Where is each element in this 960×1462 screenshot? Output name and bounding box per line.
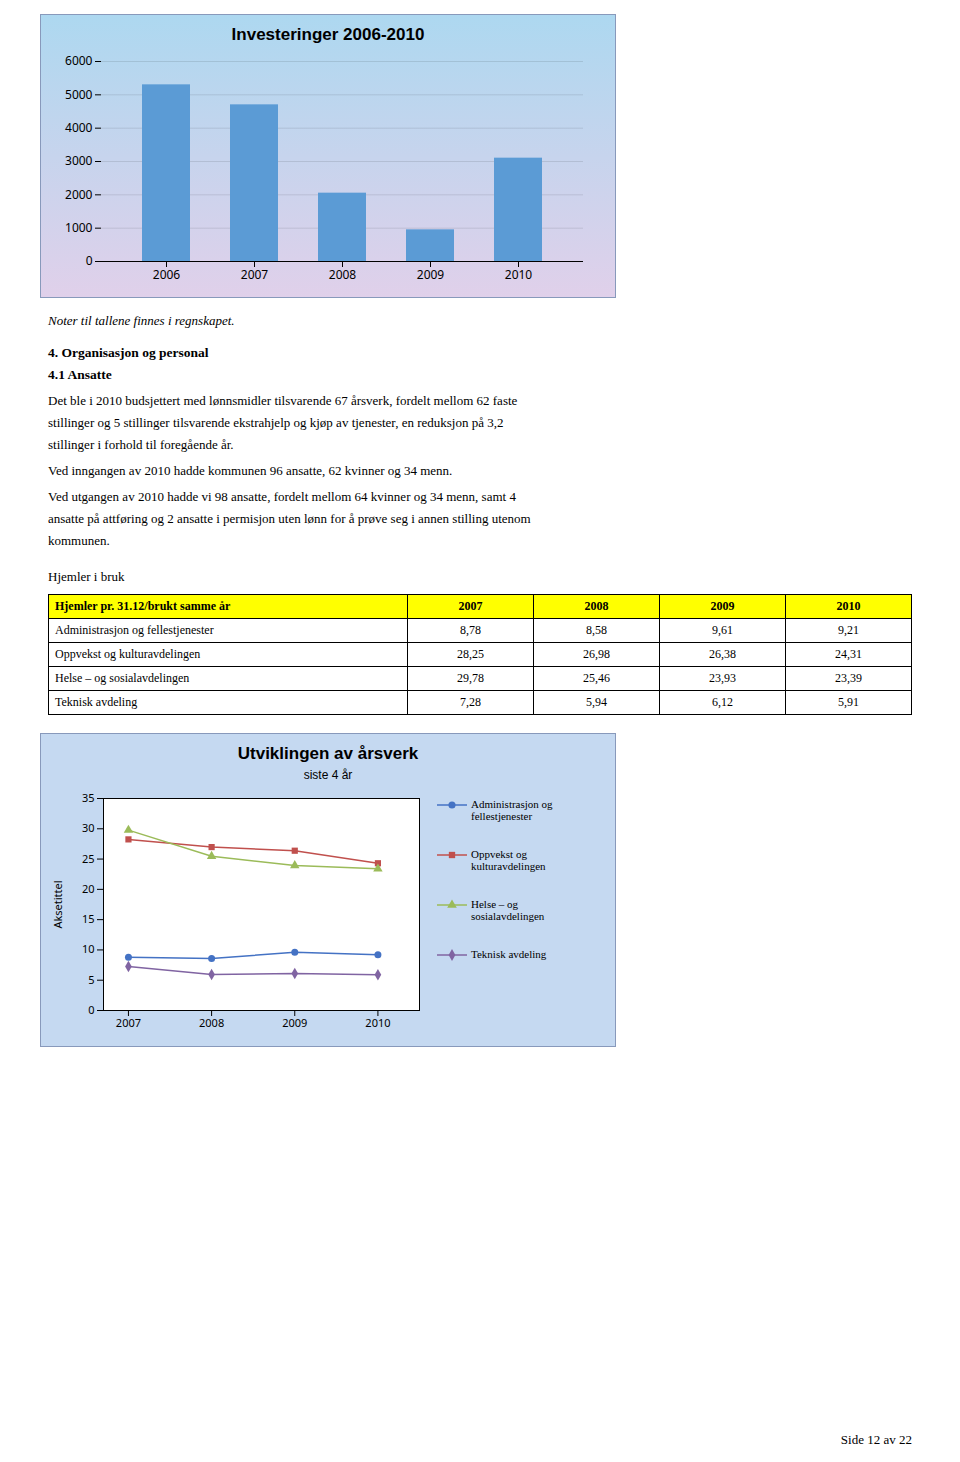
html-text:kulturavdelingen: kulturavdelingen (471, 860, 546, 872)
svg-text:1000: 1000 (65, 219, 93, 236)
html-text:2007: 2007 (458, 599, 483, 613)
html-text:8,78: 8,78 (460, 623, 481, 637)
svg-text:25: 25 (82, 851, 95, 866)
svg-text:2009: 2009 (282, 1015, 307, 1030)
html-text:Helse – og: Helse – og (471, 898, 518, 910)
svg-text:2008: 2008 (199, 1015, 224, 1030)
svg-text:0: 0 (88, 1002, 94, 1017)
html-text:9,61: 9,61 (712, 623, 733, 637)
svg-text:2006: 2006 (153, 266, 181, 283)
svg-text:2000: 2000 (65, 186, 93, 203)
html-text:Utviklingen av årsverk: Utviklingen av årsverk (237, 744, 419, 763)
html-text:siste 4 år: siste 4 år (303, 768, 353, 782)
svg-text:2010: 2010 (365, 1015, 390, 1030)
html-text:23,39: 23,39 (835, 671, 862, 685)
html-text:Det ble i 2010 budsjettert med: Det ble i 2010 budsjettert med lønnsmidl… (48, 393, 518, 408)
html-text:26,98: 26,98 (583, 647, 610, 661)
html-text:fellestjenester: fellestjenester (471, 810, 533, 822)
html-text:8,58: 8,58 (586, 623, 607, 637)
html-text:24,31: 24,31 (835, 647, 862, 661)
svg-text:35: 35 (82, 790, 95, 805)
html-text:5,94: 5,94 (586, 695, 607, 709)
svg-text:2010: 2010 (505, 266, 533, 283)
html-text:stillinger og 5 stillinger til: stillinger og 5 stillinger tilsvarende e… (48, 415, 504, 430)
html-text:4.1 Ansatte: 4.1 Ansatte (48, 367, 112, 382)
html-text:Administrasjon og fellestjenes: Administrasjon og fellestjenester (55, 623, 214, 637)
html-text:5,91: 5,91 (838, 695, 859, 709)
html-text:7,28: 7,28 (460, 695, 481, 709)
html-text:23,93: 23,93 (709, 671, 736, 685)
html-text:Ved inngangen av 2010 hadde ko: Ved inngangen av 2010 hadde kommunen 96 … (48, 463, 453, 478)
svg-text:4000: 4000 (65, 119, 93, 136)
html-text:ansatte på attføring og 2 ansa: ansatte på attføring og 2 ansatte i perm… (48, 511, 531, 526)
html-text:stillinger i forhold til foreg: stillinger i forhold til foregående år. (48, 437, 234, 452)
html-text:9,21: 9,21 (838, 623, 859, 637)
svg-text:2008: 2008 (329, 266, 357, 283)
html-text:Side 12 av 22: Side 12 av 22 (840, 1432, 912, 1447)
html-text:28,25: 28,25 (457, 647, 484, 661)
html-text:Hjemler pr. 31.12/brukt samme: Hjemler pr. 31.12/brukt samme år (55, 599, 231, 613)
html-text:Administrasjon og: Administrasjon og (471, 798, 553, 810)
html-text:2008: 2008 (584, 599, 609, 613)
html-text:kommunen.: kommunen. (48, 533, 110, 548)
html-text:Oppvekst og kulturavdelingen: Oppvekst og kulturavdelingen (55, 647, 201, 661)
svg-text:0: 0 (86, 252, 93, 269)
html-text:2010: 2010 (836, 599, 861, 613)
html-text:6,12: 6,12 (712, 695, 733, 709)
html-text:Ved utgangen av 2010 hadde vi: Ved utgangen av 2010 hadde vi 98 ansatte… (48, 489, 516, 504)
html-text:25,46: 25,46 (583, 671, 610, 685)
svg-text:6000: 6000 (65, 52, 93, 69)
svg-text:30: 30 (82, 820, 95, 835)
html-text:sosialavdelingen: sosialavdelingen (471, 910, 545, 922)
svg-text:10: 10 (82, 941, 95, 956)
svg-text:15: 15 (82, 911, 95, 926)
svg-text:2009: 2009 (417, 266, 445, 283)
html-text:2009: 2009 (710, 599, 735, 613)
svg-text:3000: 3000 (65, 152, 93, 169)
svg-text:2007: 2007 (241, 266, 269, 283)
svg-text:2007: 2007 (116, 1015, 141, 1030)
svg-text:20: 20 (82, 881, 95, 896)
svg-text:5000: 5000 (65, 86, 93, 103)
html-text:Investeringer 2006-2010: Investeringer 2006-2010 (231, 25, 425, 44)
svg-text:Aksetittel: Aksetittel (51, 880, 65, 928)
html-text:Helse – og sosialavdelingen: Helse – og sosialavdelingen (55, 671, 190, 685)
svg-text:5: 5 (88, 972, 94, 987)
html-text:Teknisk avdeling: Teknisk avdeling (471, 948, 547, 960)
html-text:Noter til tallene finnes i reg: Noter til tallene finnes i regnskapet. (48, 313, 235, 328)
html-text:29,78: 29,78 (457, 671, 484, 685)
html-text:Teknisk avdeling: Teknisk avdeling (55, 695, 138, 709)
html-text:Hjemler i bruk: Hjemler i bruk (48, 569, 125, 584)
html-text:26,38: 26,38 (709, 647, 736, 661)
html-text:4. Organisasjon og personal: 4. Organisasjon og personal (48, 345, 209, 360)
html-text:Oppvekst og: Oppvekst og (471, 848, 527, 860)
